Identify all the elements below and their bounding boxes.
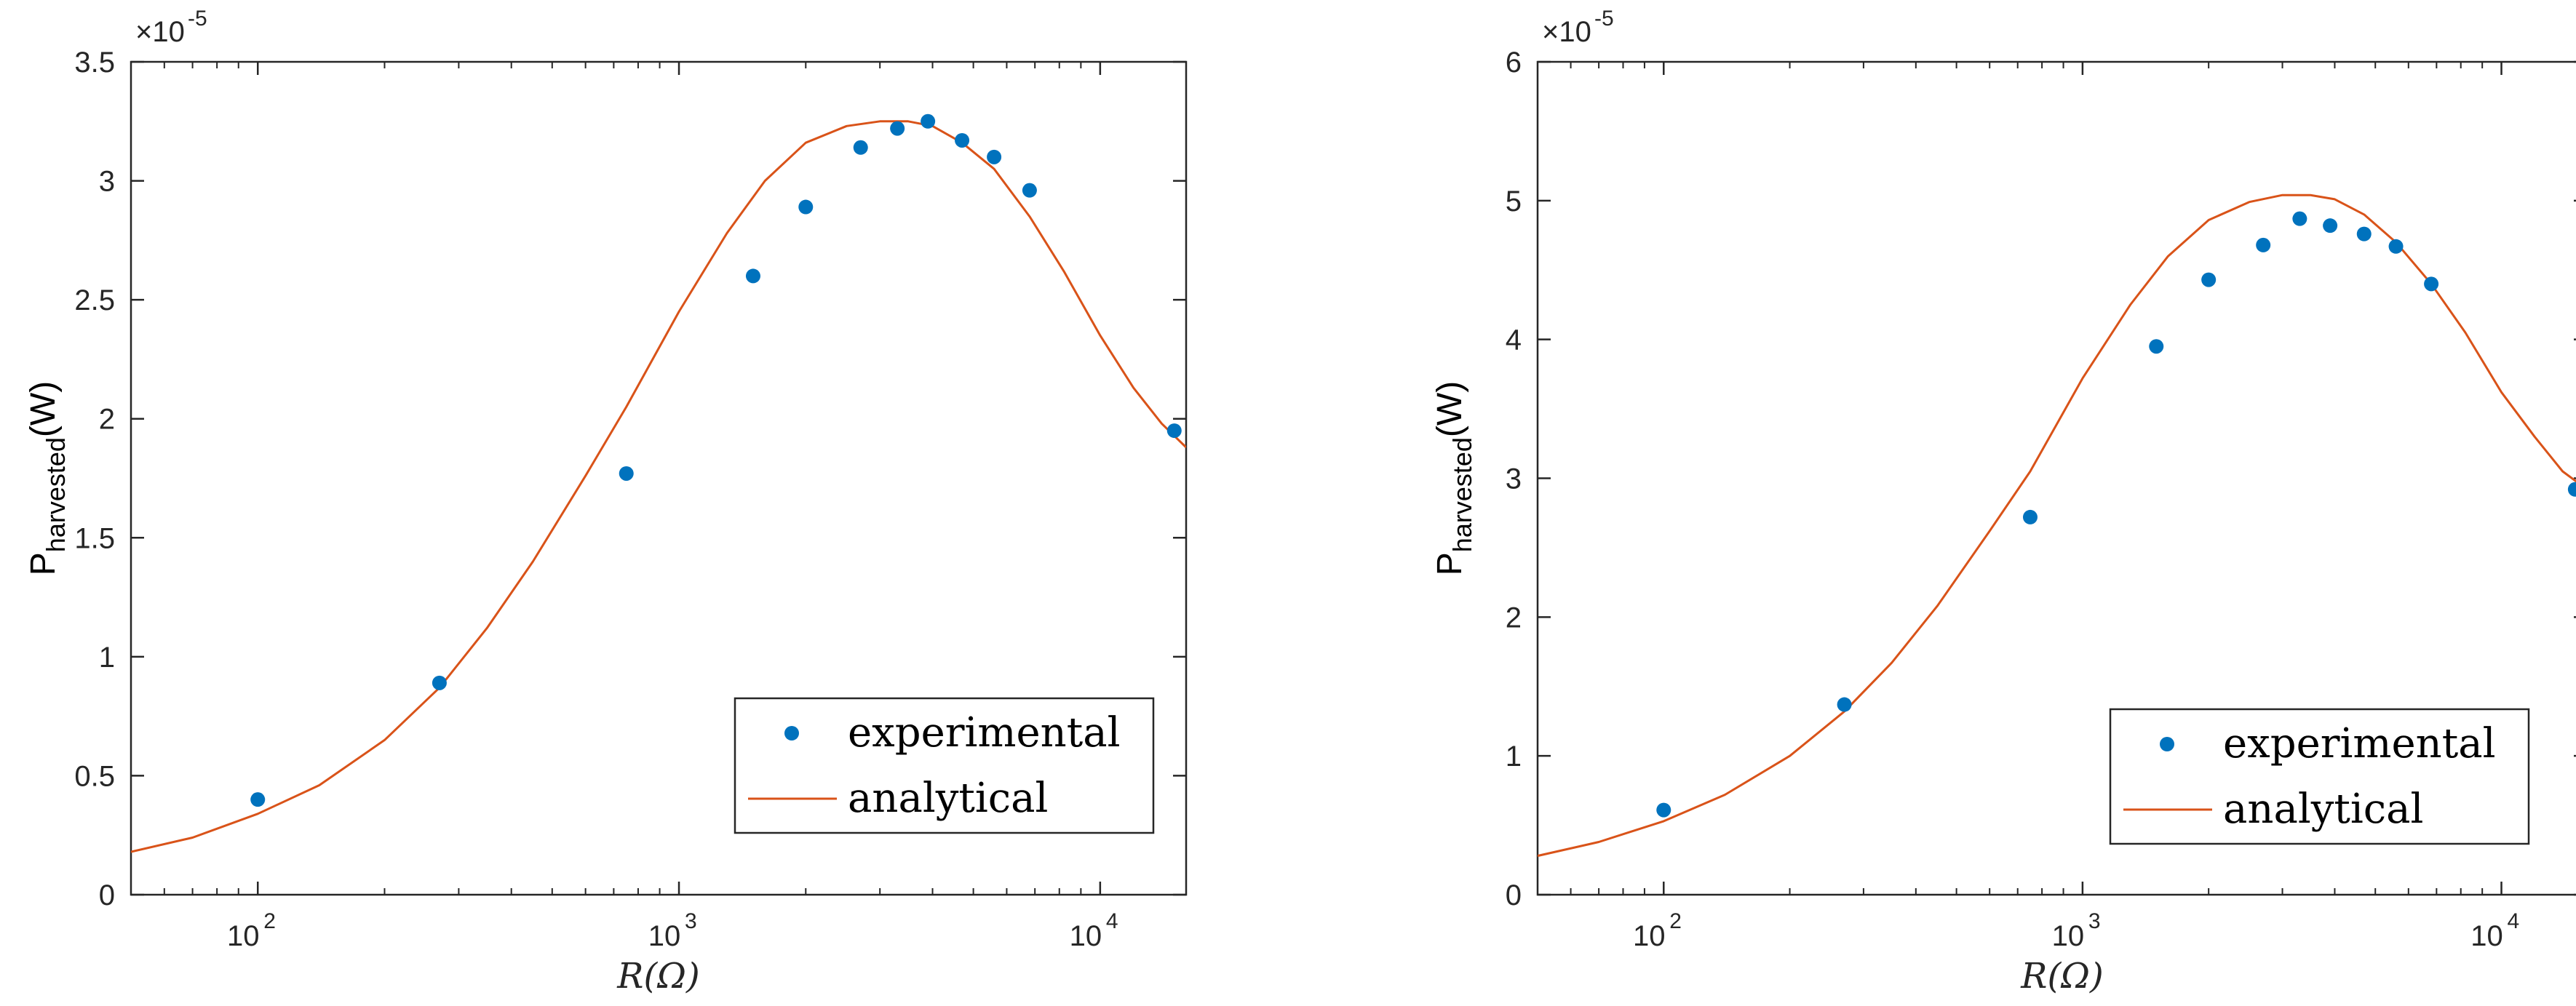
y-axis-label: Pharvested(W) [1431,381,1477,575]
data-point-experimental [745,268,760,284]
x-tick-exponent: 2 [1669,909,1682,933]
data-point-experimental [619,466,634,481]
y-tick-label: 0 [99,879,115,911]
x-tick-label: 10 [1633,920,1666,952]
data-point-experimental [2424,276,2439,292]
y-multiplier-exponent: -5 [188,7,207,31]
legend-box [2109,708,2530,845]
data-point-experimental [1656,802,1671,818]
y-multiplier: ×10 [135,16,185,48]
x-axis-label: R(Ω) [2020,956,2103,997]
series-line-analytical [1538,193,2576,858]
data-point-experimental [890,121,905,136]
legend-marker-experimental [784,726,799,740]
y-tick-label: 2 [99,404,115,436]
data-point-experimental [987,149,1002,164]
y-tick-label: 0 [1506,879,1522,911]
x-tick-label: 10 [227,920,260,952]
y-tick-label: 1.5 [74,522,115,554]
y-multiplier: ×10 [1542,16,1591,48]
legend-marker-experimental [2160,737,2174,751]
legend-label-analytical: analytical [848,775,1048,822]
y-tick-label: 5 [1506,185,1522,217]
x-tick-exponent: 4 [2508,909,2520,933]
y-tick-label: 3 [1506,463,1522,495]
y-tick-label: 1 [1506,740,1522,773]
y-axis-label: Pharvested(W) [24,381,71,575]
data-point-experimental [1166,423,1182,439]
legend-label-analytical: analytical [2223,786,2423,833]
y-tick-label: 2 [1506,602,1522,634]
y-tick-label: 3 [99,166,115,198]
data-point-experimental [2323,218,2338,233]
x-tick-exponent: 3 [685,909,697,933]
legend-box [734,697,1155,834]
data-point-experimental [2292,211,2307,226]
data-point-experimental [2388,239,2404,254]
x-tick-exponent: 2 [263,909,276,933]
y-tick-label: 2.5 [74,284,115,316]
y-tick-label: 0.5 [74,760,115,792]
data-point-experimental [250,792,266,807]
data-point-experimental [853,140,868,155]
x-tick-label: 10 [2052,920,2085,952]
data-point-experimental [798,199,814,215]
data-point-experimental [2201,272,2217,287]
y-tick-label: 3.5 [74,47,115,79]
x-tick-exponent: 3 [2088,909,2101,933]
x-tick-label: 10 [2470,920,2503,952]
data-point-experimental [955,132,970,148]
data-point-experimental [2149,339,2164,354]
x-tick-label: 10 [648,920,681,952]
x-axis-label: R(Ω) [616,956,699,997]
legend-label-experimental: experimental [848,709,1121,757]
x-tick-exponent: 4 [1106,909,1118,933]
data-point-experimental [2356,226,2372,241]
data-point-experimental [2567,482,2576,497]
chart-panel-1: 00.511.522.533.510 2 10 3 10 4×10 -5R(Ω)Pharve… [24,7,1188,997]
data-point-experimental [1022,183,1037,198]
x-tick-label: 10 [1070,920,1102,952]
data-point-experimental [2256,237,2271,252]
series-line-analytical [131,120,1186,853]
legend: experimental analytical [734,697,1155,834]
data-point-experimental [1837,697,1852,712]
legend: experimental analytical [2109,708,2530,845]
y-multiplier-exponent: -5 [1594,7,1614,31]
data-point-experimental [2022,509,2038,524]
y-tick-label: 4 [1506,324,1522,356]
data-point-experimental [921,113,936,129]
y-tick-label: 1 [99,642,115,674]
y-tick-label: 6 [1506,47,1522,79]
legend-label-experimental: experimental [2223,720,2496,767]
data-point-experimental [432,675,447,690]
